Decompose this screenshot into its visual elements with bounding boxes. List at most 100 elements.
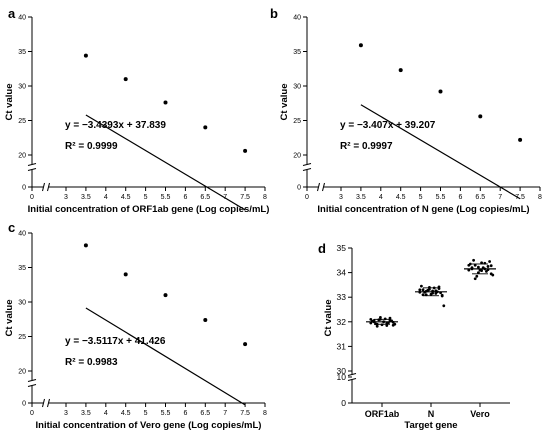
data-point (478, 114, 483, 119)
x-tick-label: 7.5 (240, 410, 250, 417)
regression-line (85, 114, 246, 211)
data-point (467, 263, 471, 267)
r-squared-label: R² = 0.9999 (65, 141, 118, 152)
x-tick-label: 4 (379, 194, 383, 201)
x-tick-label: 7.5 (240, 194, 250, 201)
y-axis-break-mark (27, 379, 37, 382)
panel-label: c (8, 220, 15, 235)
panel-label: d (318, 241, 326, 256)
data-point (83, 243, 88, 248)
y-axis-break-gap (302, 164, 312, 170)
x-tick-label: 4 (104, 410, 108, 417)
data-point (442, 304, 446, 308)
panel-a: 02025303540033.544.555.566.577.58aInitia… (4, 6, 269, 215)
data-point (163, 293, 168, 298)
data-point (398, 68, 403, 73)
x-tick-label: 0 (30, 410, 34, 417)
regression-equation: y = −3.5117x + 41.426 (65, 336, 166, 347)
x-tick-label: 6.5 (475, 194, 485, 201)
x-tick-label: 4.5 (121, 410, 131, 417)
x-tick-label: 6 (458, 194, 462, 201)
x-tick-label: 8 (263, 410, 267, 417)
data-point (243, 342, 248, 347)
y-tick-label: 31 (337, 341, 347, 351)
data-point (421, 288, 425, 292)
data-point (163, 100, 168, 105)
y-tick-label: 0 (22, 401, 26, 408)
y-axis-label: Ct value (279, 84, 290, 121)
x-tick-label: 8 (538, 194, 542, 201)
data-point (418, 288, 422, 292)
data-point (473, 277, 477, 281)
y-axis-label: Ct value (4, 84, 15, 121)
data-point (475, 274, 479, 278)
r-squared-label: R² = 0.9983 (65, 357, 118, 368)
category-label: ORF1ab (365, 409, 400, 419)
data-point (438, 89, 443, 94)
data-point (358, 43, 363, 48)
y-axis-break-mark (27, 168, 37, 171)
x-tick-label: 4.5 (396, 194, 406, 201)
panel-label: a (8, 6, 16, 21)
regression-equation: y = −3.4393x + 37.839 (65, 120, 166, 131)
y-tick-label: 40 (18, 231, 26, 238)
x-tick-label: 5 (144, 194, 148, 201)
data-point (380, 323, 384, 327)
x-tick-label: 7.5 (515, 194, 525, 201)
data-point (477, 271, 480, 274)
y-axis-break-mark (347, 373, 357, 376)
y-tick-label: 0 (297, 185, 301, 192)
y-tick-label: 0 (22, 185, 26, 192)
data-point (477, 265, 480, 269)
data-point (518, 137, 523, 142)
data-point (391, 323, 395, 327)
x-tick-label: 8 (263, 194, 267, 201)
x-tick-label: 7 (223, 410, 227, 417)
x-tick-label: 3.5 (81, 194, 91, 201)
category-label: N (428, 409, 435, 419)
x-tick-label: 3.5 (356, 194, 366, 201)
y-axis-break-mark (347, 378, 357, 381)
data-point (379, 315, 382, 319)
y-tick-label: 35 (18, 49, 26, 56)
y-tick-label: 25 (293, 118, 301, 125)
data-point (203, 317, 208, 322)
data-point (203, 125, 208, 130)
x-tick-label: 3 (64, 410, 68, 417)
x-tick-label: 6 (183, 410, 187, 417)
data-point (473, 263, 477, 267)
r-squared-label: R² = 0.9997 (340, 141, 393, 152)
y-axis-label: Ct value (4, 300, 15, 337)
y-tick-label: 40 (18, 15, 26, 22)
data-point (428, 287, 431, 291)
y-tick-label: 32 (337, 317, 347, 327)
panel-label: b (270, 6, 278, 21)
y-tick-label: 40 (293, 15, 301, 22)
data-point (383, 317, 387, 321)
x-tick-label: 5.5 (161, 194, 171, 201)
data-point (388, 316, 392, 320)
y-tick-label: 0 (341, 398, 346, 408)
panel-c: 0 20 25 30 35 40 0 3 3.5 4 4.5 5 5.5 6 6.5 7 7.5 8 c Initia… (4, 220, 267, 431)
y-tick-label: 30 (337, 366, 347, 376)
y-tick-label: 25 (18, 334, 26, 341)
y-axis-break-gap (27, 164, 37, 170)
x-tick-label: 3 (64, 194, 68, 201)
data-point (369, 317, 373, 321)
x-tick-label: 7 (498, 194, 502, 201)
x-tick-label: 6.5 (200, 194, 210, 201)
data-point (243, 148, 248, 153)
data-point (491, 273, 495, 277)
regression-equation: y = −3.407x + 39.207 (340, 120, 436, 131)
data-point (489, 264, 493, 268)
x-tick-label: 3.5 (81, 410, 91, 417)
x-tick-label: 6.5 (200, 410, 210, 417)
x-tick-label: 4.5 (121, 194, 131, 201)
x-axis-label: Initial concentration of ORF1ab gene (Lo… (28, 204, 270, 215)
y-tick-label: 25 (18, 118, 26, 125)
x-tick-label: 3 (339, 194, 343, 201)
x-tick-label: 0 (305, 194, 309, 201)
data-point (472, 258, 475, 262)
y-axis-break-mark (27, 384, 37, 387)
